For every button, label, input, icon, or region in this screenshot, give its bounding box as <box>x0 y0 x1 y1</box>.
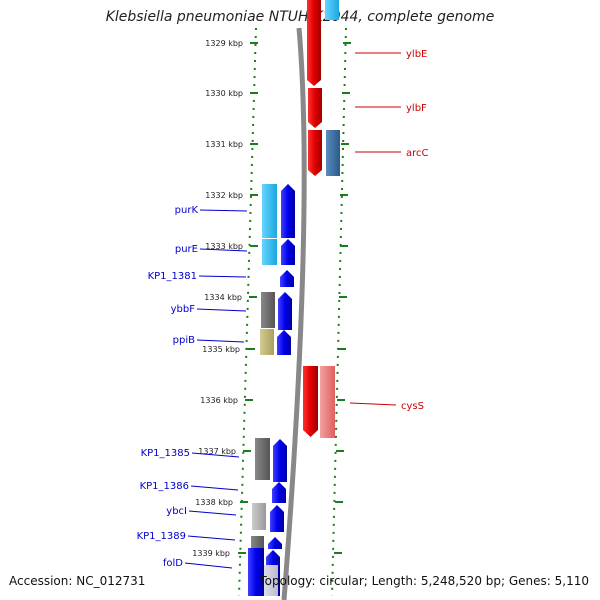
right-gene-labels: ylbE ylbF arcC cysS <box>349 49 429 412</box>
gene-block-cysS[interactable] <box>303 366 318 437</box>
gene-block-ybbF-gray[interactable] <box>261 292 275 328</box>
gene-label-folD[interactable]: folD <box>163 558 183 569</box>
gene-block-KP1_1381[interactable] <box>280 270 294 287</box>
ruler-tick-label: 1339 kbp <box>192 549 230 558</box>
gene-label-ylbF[interactable]: ylbF <box>406 103 427 114</box>
ruler-tick-label: 1337 kbp <box>198 447 236 456</box>
gene-label-ybbF[interactable]: ybbF <box>171 304 196 315</box>
gene-block-KP1_1389-gray[interactable] <box>251 536 264 548</box>
topology-text: Topology: circular; Length: 5,248,520 bp… <box>259 574 589 588</box>
gene-label-arcC[interactable]: arcC <box>406 148 429 159</box>
gene-label-KP1_1385[interactable]: KP1_1385 <box>141 448 190 459</box>
gene-block-purK[interactable] <box>281 184 295 238</box>
ruler-tick-label: 1329 kbp <box>205 39 243 48</box>
accession-text: Accession: NC_012731 <box>9 574 146 588</box>
gene-block-ybbF[interactable] <box>278 292 292 330</box>
gene-block-KP1_1385[interactable] <box>273 439 287 482</box>
ruler-tick-label: 1338 kbp <box>195 498 233 507</box>
gene-block-arcC-steel[interactable] <box>326 130 340 176</box>
gene-label-cysS[interactable]: cysS <box>401 401 424 412</box>
gene-block-ybcI[interactable] <box>270 505 284 532</box>
gene-block-KP1_1386[interactable] <box>272 482 286 503</box>
gene-block-ylbE[interactable] <box>307 30 321 86</box>
gene-label-ylbE[interactable]: ylbE <box>406 49 427 60</box>
gene-label-purE[interactable]: purE <box>175 244 198 255</box>
right-dotted-track <box>331 27 347 597</box>
right-ruler-ticks <box>334 42 351 554</box>
genome-backbone <box>281 27 307 600</box>
gene-block-ylbE-cyan[interactable] <box>325 0 339 20</box>
reverse-genes <box>248 184 295 596</box>
gene-block-KP1_1385-gray[interactable] <box>255 438 270 480</box>
left-gene-labels: purK purE KP1_1381 ybbF ppiB KP1_1385 KP… <box>137 205 248 569</box>
ruler-tick-label: 1335 kbp <box>202 345 240 354</box>
gene-block-ybcI-lightgray[interactable] <box>252 503 266 530</box>
ruler-tick-label: 1334 kbp <box>204 293 242 302</box>
ruler-tick-label: 1330 kbp <box>205 89 243 98</box>
gene-block-purE[interactable] <box>281 239 295 265</box>
gene-label-KP1_1389[interactable]: KP1_1389 <box>137 531 186 542</box>
gene-block-folD[interactable] <box>248 548 264 596</box>
gene-block-purK-cyan[interactable] <box>262 184 277 238</box>
kbp-ruler: 1329 kbp 1330 kbp 1331 kbp 1332 kbp 1333… <box>192 39 258 558</box>
gene-block-purE-cyan[interactable] <box>262 239 277 265</box>
gene-label-ppiB[interactable]: ppiB <box>173 335 195 346</box>
ruler-tick-label: 1332 kbp <box>205 191 243 200</box>
ruler-tick-label: 1331 kbp <box>205 140 243 149</box>
gene-block-ppiB-olive[interactable] <box>260 329 274 355</box>
ruler-tick-label: 1336 kbp <box>200 396 238 405</box>
gene-block-KP1_1389[interactable] <box>268 537 282 549</box>
genome-title: Klebsiella pneumoniae NTUH-K2044, comple… <box>105 9 495 25</box>
gene-label-purK[interactable]: purK <box>175 205 199 216</box>
forward-genes <box>303 0 340 438</box>
gene-block-cysS-pink[interactable] <box>320 366 335 438</box>
gene-block-ppiB[interactable] <box>277 330 291 355</box>
gene-block-arcC[interactable] <box>308 130 322 176</box>
gene-label-KP1_1386[interactable]: KP1_1386 <box>140 481 189 492</box>
gene-label-ybcI[interactable]: ybcI <box>166 506 187 517</box>
gene-label-KP1_1381[interactable]: KP1_1381 <box>148 271 197 282</box>
ruler-tick-label: 1333 kbp <box>205 242 243 251</box>
gene-block-ylbF[interactable] <box>308 88 322 128</box>
